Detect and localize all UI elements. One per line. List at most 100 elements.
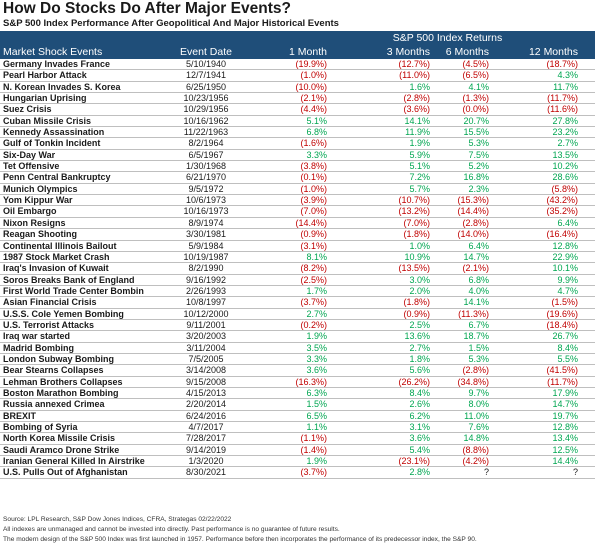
table-row: Saudi Aramco Drone Strike 9/14/2019 (1.4%)… <box>0 444 595 457</box>
table-row: Reagan Shooting 3/30/1981 (0.9%) (1.8%) (14.… <box>0 229 595 241</box>
event-cell: Reagan Shooting <box>3 229 77 240</box>
event-cell: Penn Central Bankruptcy <box>3 172 111 183</box>
returns-table: S&P 500 Index Returns Market Shock Event… <box>0 31 595 479</box>
m12-cell: ? <box>572 467 578 478</box>
table-row: Madrid Bombing 3/11/2004 3.5% 2.7% 1.5% 8.4% <box>0 343 595 354</box>
m6-cell: (11.3%) <box>458 308 489 319</box>
date-cell: 5/9/1984 <box>188 240 224 251</box>
m1-cell: (19.9%) <box>295 59 327 69</box>
index-history-note: The modern design of the S&P 500 Index w… <box>3 536 477 543</box>
m6-cell: (2.8%) <box>462 365 489 376</box>
m3-cell: (10.7%) <box>398 195 430 206</box>
m3-cell: 1.6% <box>409 81 430 92</box>
m12-cell: 4.7% <box>557 285 578 296</box>
m3-cell: 3.0% <box>409 274 430 285</box>
m6-cell: (4.2%) <box>462 456 489 467</box>
event-cell: Cuban Missile Crisis <box>3 115 92 126</box>
m1-cell: (0.1%) <box>300 172 327 183</box>
m6-cell: (14.4%) <box>457 206 489 217</box>
m12-cell: (16.4%) <box>546 229 578 240</box>
source-note: Source: LPL Research, S&P Dow Jones Indi… <box>3 516 232 523</box>
date-cell: 6/5/1967 <box>188 149 224 160</box>
m6-cell: 9.7% <box>468 387 489 398</box>
table-row: Munich Olympics 9/5/1972 (1.0%) 5.7% 2.3% (5.… <box>0 184 595 196</box>
event-cell: Soros Breaks Bank of England <box>3 274 135 285</box>
table-row: Kennedy Assassination 11/22/1963 6.8% 11.9%… <box>0 127 595 139</box>
m3-cell: 2.7% <box>409 342 430 353</box>
m12-cell: 23.2% <box>552 127 578 138</box>
date-cell: 10/6/1973 <box>185 195 227 206</box>
m6-cell: 15.5% <box>463 127 489 138</box>
table-row: Hungarian Uprising 10/23/1956 (2.1%) (2.8%)… <box>0 93 595 105</box>
date-cell: 10/16/1962 <box>183 115 229 126</box>
m6-cell: 5.2% <box>468 161 489 172</box>
m12-cell: (11.7%) <box>547 376 578 387</box>
date-cell: 4/7/2017 <box>188 422 224 432</box>
m3-cell: 1.0% <box>409 240 430 251</box>
m12-cell: 17.9% <box>552 387 578 398</box>
date-cell: 1/3/2020 <box>188 456 224 467</box>
m6-cell: (8.8%) <box>462 444 489 455</box>
m12-cell: 8.4% <box>557 342 578 353</box>
event-cell: Oil Embargo <box>3 206 57 217</box>
m1-cell: (8.2%) <box>300 263 327 274</box>
event-cell: Madrid Bombing <box>3 342 74 353</box>
date-cell: 8/30/2021 <box>185 467 227 478</box>
m1-cell: 2.7% <box>306 308 327 319</box>
event-cell: 1987 Stock Market Crash <box>3 251 110 262</box>
m3-cell: 13.6% <box>404 331 430 342</box>
m12-cell: 26.7% <box>552 331 578 342</box>
m12-cell: 4.3% <box>557 70 578 81</box>
m12-cell: (43.2%) <box>546 195 578 206</box>
m3-cell: (7.0%) <box>403 217 430 228</box>
m12-cell: 11.7% <box>553 81 578 92</box>
m12-cell: 14.4% <box>552 456 578 467</box>
m6-cell: 5.3% <box>468 138 489 149</box>
m3-cell: (0.9%) <box>403 308 430 319</box>
date-cell: 6/25/1950 <box>185 81 227 92</box>
event-cell: U.S. Terrorist Attacks <box>3 319 95 330</box>
event-cell: Boston Marathon Bombing <box>3 387 119 398</box>
event-cell: Russia annexed Crimea <box>3 399 105 410</box>
table-row: Pearl Harbor Attack 12/7/1941 (1.0%) (11.0%… <box>0 70 595 82</box>
date-cell: 10/29/1956 <box>183 104 229 115</box>
m12-cell: 13.4% <box>552 433 578 444</box>
m6-cell: 5.3% <box>468 353 489 364</box>
m6-cell: 7.6% <box>468 422 489 432</box>
m1-cell: 1.5% <box>306 399 327 410</box>
m3-cell: (12.7%) <box>398 59 430 69</box>
m12-cell: 14.7% <box>552 399 578 410</box>
m6-cell: 7.5% <box>468 149 489 160</box>
m1-cell: (3.7%) <box>300 467 327 478</box>
date-cell: 8/9/1974 <box>188 217 224 228</box>
event-cell: Asian Financial Crisis <box>3 297 97 308</box>
table-row: Soros Breaks Bank of England 9/16/1992 (2.… <box>0 275 595 286</box>
event-cell: Yom Kippur War <box>3 195 73 206</box>
m3-cell: 2.5% <box>409 319 430 330</box>
m12-cell: (11.6%) <box>547 104 578 115</box>
date-cell: 3/30/1981 <box>185 229 227 240</box>
m1-cell: (1.1%) <box>300 433 327 444</box>
m3-cell: 2.6% <box>409 399 430 410</box>
date-cell: 10/12/2000 <box>183 308 229 319</box>
m1-cell: 3.5% <box>306 342 327 353</box>
table-row: Oil Embargo 10/16/1973 (7.0%) (13.2%) (14.4%… <box>0 206 595 218</box>
m1-cell: 5.1% <box>306 115 327 126</box>
table-row: Iraq war started 3/20/2003 1.9% 13.6% 18.7% 2… <box>0 331 595 343</box>
m1-cell: 8.1% <box>306 251 327 262</box>
m1-cell: 1.1% <box>306 422 327 432</box>
table-row: First World Trade Center Bombin 2/26/1993… <box>0 285 595 298</box>
disclaimer-note: All indexes are unmanaged and cannot be … <box>3 526 340 533</box>
event-cell: London Subway Bombing <box>3 353 114 364</box>
m3-cell: 14.1% <box>404 115 430 126</box>
m1-cell: (2.5%) <box>300 274 327 285</box>
m3-cell: (23.1%) <box>398 456 430 467</box>
m12-cell: 10.2% <box>552 161 578 172</box>
event-cell: Iranian General Killed In Airstrike <box>3 456 145 467</box>
m12-cell: 12.8% <box>552 240 578 251</box>
m6-cell: 6.4% <box>468 240 489 251</box>
m1-cell: (1.0%) <box>300 70 327 81</box>
event-cell: Continental Illinois Bailout <box>3 240 117 251</box>
m12-cell: 10.1% <box>552 263 578 274</box>
event-cell: Iraq war started <box>3 331 71 342</box>
